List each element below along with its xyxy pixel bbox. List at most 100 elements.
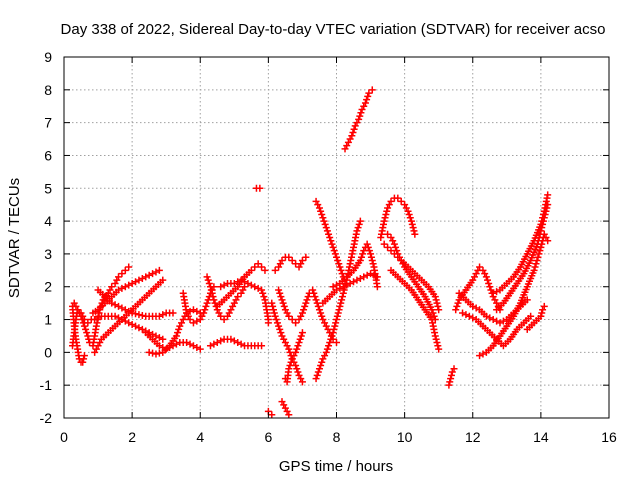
data-point bbox=[486, 283, 494, 291]
data-point bbox=[298, 378, 306, 386]
data-point bbox=[285, 411, 293, 419]
data-point bbox=[339, 289, 347, 297]
data-point bbox=[135, 311, 143, 319]
x-axis-label: GPS time / hours bbox=[279, 458, 393, 475]
data-point bbox=[303, 296, 311, 304]
data-point bbox=[285, 345, 293, 353]
data-point bbox=[260, 293, 268, 301]
data-point bbox=[326, 339, 334, 347]
data-point bbox=[285, 365, 293, 373]
data-point bbox=[213, 339, 221, 347]
data-point bbox=[434, 302, 442, 310]
data-point bbox=[207, 286, 215, 294]
data-point bbox=[189, 306, 197, 314]
data-point bbox=[326, 234, 334, 241]
data-point bbox=[301, 302, 309, 310]
data-point bbox=[536, 247, 544, 255]
data-point bbox=[368, 86, 376, 94]
data-point bbox=[476, 352, 484, 360]
series-21 bbox=[281, 329, 306, 386]
data-point bbox=[293, 345, 301, 353]
data-point bbox=[472, 304, 480, 312]
data-point bbox=[159, 311, 167, 319]
data-point bbox=[227, 335, 235, 343]
data-point bbox=[407, 217, 415, 225]
data-point bbox=[535, 234, 543, 241]
data-point bbox=[203, 299, 211, 307]
data-point bbox=[203, 273, 211, 281]
series-36 bbox=[476, 230, 552, 360]
data-points bbox=[69, 86, 552, 419]
y-axis-label: SDTVAR / TECUs bbox=[6, 178, 23, 298]
data-point bbox=[314, 302, 322, 310]
data-point bbox=[338, 293, 346, 301]
data-point bbox=[298, 256, 306, 264]
data-point bbox=[334, 309, 342, 317]
data-point bbox=[138, 311, 146, 319]
data-point bbox=[270, 309, 278, 317]
data-point bbox=[80, 355, 88, 363]
data-point bbox=[82, 325, 90, 333]
x-tick-label: 12 bbox=[465, 429, 481, 445]
data-point bbox=[276, 325, 284, 333]
data-point bbox=[333, 281, 340, 289]
data-point bbox=[145, 348, 153, 356]
data-point bbox=[353, 227, 361, 235]
data-point bbox=[172, 332, 180, 340]
data-point bbox=[300, 306, 308, 314]
data-point bbox=[434, 342, 442, 350]
data-point bbox=[356, 275, 364, 283]
data-point bbox=[206, 283, 214, 291]
data-point bbox=[254, 260, 262, 268]
data-point bbox=[329, 243, 337, 251]
data-point bbox=[230, 337, 238, 345]
data-point bbox=[302, 253, 310, 261]
data-point bbox=[108, 283, 116, 291]
series-29 bbox=[380, 240, 439, 324]
data-point bbox=[320, 217, 328, 225]
series-15 bbox=[252, 184, 264, 192]
data-point bbox=[368, 256, 376, 264]
data-point bbox=[298, 309, 306, 317]
data-point bbox=[336, 302, 344, 310]
data-point bbox=[121, 306, 129, 314]
data-point bbox=[80, 352, 88, 360]
data-point bbox=[541, 211, 549, 219]
data-point bbox=[363, 96, 371, 104]
data-point bbox=[484, 276, 492, 284]
data-point bbox=[244, 279, 252, 287]
data-point bbox=[288, 316, 296, 324]
data-point bbox=[330, 325, 338, 333]
data-point bbox=[132, 310, 140, 318]
x-tick-label: 0 bbox=[60, 429, 68, 445]
data-point bbox=[259, 289, 267, 297]
data-point bbox=[323, 227, 331, 235]
data-point bbox=[338, 296, 346, 304]
data-point bbox=[410, 227, 418, 235]
data-point bbox=[118, 270, 126, 278]
x-tick-label: 10 bbox=[397, 429, 413, 445]
series-31 bbox=[387, 266, 443, 353]
data-point bbox=[446, 378, 454, 386]
y-tick-labels: -2 -1 0 1 2 3 4 5 6 7 8 9 bbox=[40, 49, 53, 426]
data-point bbox=[280, 302, 288, 310]
data-point bbox=[254, 284, 262, 292]
data-point bbox=[381, 214, 389, 222]
data-point bbox=[201, 306, 209, 314]
data-point bbox=[302, 299, 310, 307]
data-point bbox=[447, 375, 455, 383]
y-tick-label: 9 bbox=[44, 49, 52, 65]
x-tick-label: 4 bbox=[196, 429, 204, 445]
data-point bbox=[247, 266, 255, 274]
data-point bbox=[210, 296, 218, 304]
y-tick-label: 3 bbox=[44, 246, 52, 262]
data-point bbox=[118, 304, 126, 312]
data-point bbox=[84, 332, 92, 340]
data-point bbox=[397, 197, 405, 205]
data-point bbox=[189, 319, 197, 327]
series-27 bbox=[341, 86, 376, 153]
x-tick-label: 8 bbox=[333, 429, 341, 445]
series-17 bbox=[278, 398, 293, 419]
data-point bbox=[340, 286, 348, 294]
series-24 bbox=[309, 286, 340, 347]
